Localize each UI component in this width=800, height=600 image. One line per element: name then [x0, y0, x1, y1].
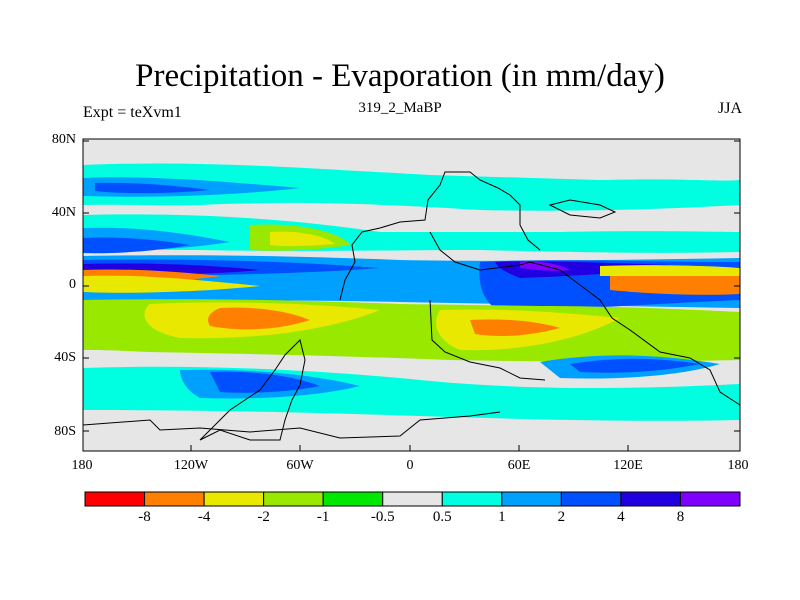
outline-asia	[548, 199, 617, 219]
colorbar-label: -4	[197, 509, 211, 525]
axis-ticks	[83, 140, 740, 451]
lon-tick-120w: 120W	[173, 458, 209, 473]
colorbar-swatch	[382, 491, 443, 507]
field-cyan-north	[83, 163, 740, 211]
field-blue-south	[210, 371, 320, 393]
colorbar-label: -0.5	[370, 509, 395, 525]
colorbar-swatch	[679, 491, 741, 507]
colorbar	[84, 491, 741, 507]
field-yellow-wpac	[600, 265, 740, 276]
colorbar-swatch	[84, 491, 146, 507]
colorbar-swatch	[322, 491, 384, 507]
colorbar-label: -2	[257, 509, 270, 525]
colorbar-label: 8	[676, 509, 685, 525]
field-contours	[83, 139, 740, 451]
field-neutral-antarctic	[83, 428, 740, 451]
outline-antarctic	[82, 411, 501, 439]
lon-tick-60e: 60E	[507, 458, 531, 473]
field-cyan-ntrop	[83, 214, 740, 253]
colorbar-label: 1	[498, 509, 506, 525]
lat-tick-80n: 80N	[51, 132, 76, 147]
field-orange-safr	[470, 319, 560, 336]
colorbar-swatch	[620, 491, 681, 507]
colorbar-swatch	[263, 491, 324, 507]
field-blue-north	[95, 182, 210, 194]
continent-outlines	[82, 171, 741, 441]
field-yellow-eq	[83, 275, 260, 293]
season-label: JJA	[717, 100, 742, 117]
lat-tick-40s: 40S	[54, 350, 76, 365]
colorbar-swatch	[441, 491, 503, 507]
map-frame	[82, 138, 741, 452]
colorbar-swatch	[501, 491, 562, 507]
lon-tick-180w: 180	[71, 458, 93, 473]
outline-north-america	[339, 171, 541, 301]
colorbar-label: 2	[557, 509, 566, 525]
colorbar-label: -8	[138, 509, 151, 525]
outline-africa	[429, 231, 741, 406]
colorbar-swatch	[560, 491, 622, 507]
colorbar-label: -1	[316, 509, 330, 525]
lat-tick-40n: 40N	[51, 205, 76, 220]
field-blue-sind	[570, 358, 700, 373]
outline-south-africa	[429, 299, 546, 381]
lon-tick-180e: 180	[727, 458, 749, 473]
colorbar-label: 0.5	[432, 509, 452, 525]
experiment-label: Expt = teXvm1	[83, 104, 182, 121]
field-blue-ntrop	[83, 237, 190, 254]
field-orange-south	[208, 307, 310, 330]
lat-tick-80s: 80S	[54, 424, 76, 439]
lon-tick-60w: 60W	[286, 458, 314, 473]
colorbar-swatch	[203, 491, 265, 507]
lon-tick-120e: 120E	[613, 458, 643, 473]
plot-title: Precipitation - Evaporation (in mm/day)	[135, 58, 665, 94]
colorbar-swatch	[144, 491, 205, 507]
colorbar-label: 4	[617, 509, 625, 525]
field-yellow-ntrop	[270, 231, 335, 247]
plot-subtitle: 319_2_MaBP	[358, 100, 442, 116]
lat-tick-eq: 0	[69, 277, 76, 292]
lon-tick-0: 0	[406, 458, 414, 473]
